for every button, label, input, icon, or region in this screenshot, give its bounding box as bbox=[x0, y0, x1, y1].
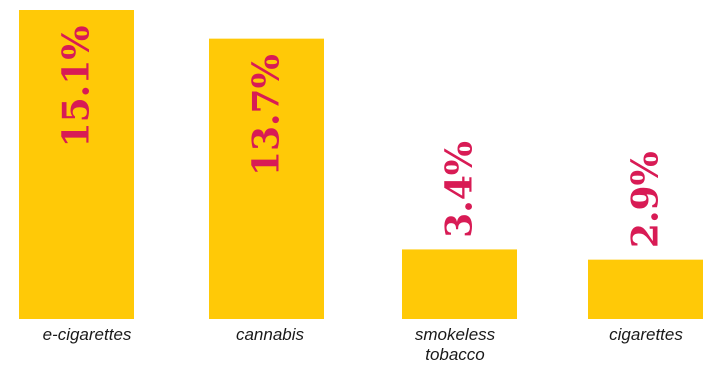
category-label-line: tobacco bbox=[425, 345, 485, 364]
bars bbox=[19, 10, 703, 319]
category-label-line: cannabis bbox=[236, 325, 305, 344]
category-label-e-cigarettes: e-cigarettes bbox=[43, 325, 132, 344]
value-labels: 15.1% 13.7% 3.4% 2.9% bbox=[56, 26, 667, 249]
value-label-smokeless-tobacco: 3.4% bbox=[439, 141, 481, 238]
value-label-cannabis: 13.7% bbox=[246, 54, 288, 176]
category-label-line: e-cigarettes bbox=[43, 325, 132, 344]
bar-cigarettes bbox=[588, 259, 703, 319]
category-label-cigarettes: cigarettes bbox=[609, 325, 683, 344]
category-labels: e-cigarettes cannabis smokeless tobacco ciga… bbox=[43, 325, 684, 364]
value-label-cigarettes: 2.9% bbox=[625, 151, 667, 248]
category-label-smokeless-tobacco: smokeless tobacco bbox=[415, 325, 496, 364]
bar-cannabis bbox=[209, 38, 324, 319]
category-label-line: smokeless bbox=[415, 325, 496, 344]
value-label-e-cigarettes: 15.1% bbox=[56, 26, 98, 148]
category-label-line: cigarettes bbox=[609, 325, 683, 344]
bar-e-cigarettes bbox=[19, 10, 134, 319]
bar-smokeless-tobacco bbox=[402, 249, 517, 319]
category-label-cannabis: cannabis bbox=[236, 325, 305, 344]
